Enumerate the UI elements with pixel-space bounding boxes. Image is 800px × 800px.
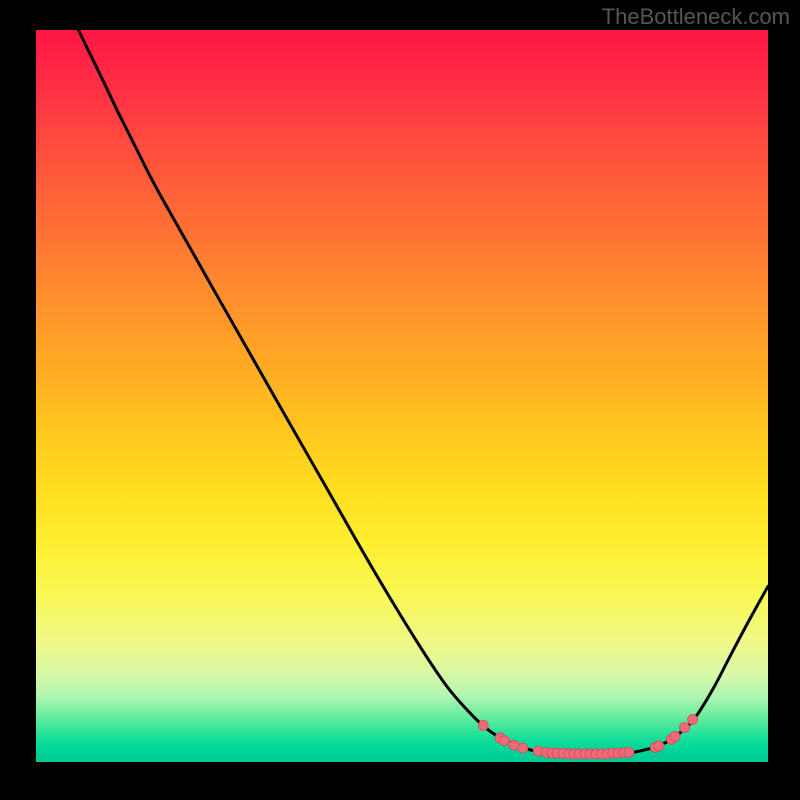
- watermark-text: TheBottleneck.com: [602, 4, 790, 30]
- chart-marker: [688, 715, 698, 725]
- chart-marker: [670, 731, 680, 741]
- chart-marker: [624, 747, 634, 757]
- chart-background: [36, 30, 768, 762]
- chart-marker: [518, 743, 528, 753]
- chart-marker: [478, 720, 488, 730]
- chart-marker: [680, 723, 690, 733]
- chart-plot-area: [36, 30, 768, 762]
- chart-marker: [654, 741, 664, 751]
- chart-svg: [36, 30, 768, 762]
- chart-marker: [499, 736, 509, 746]
